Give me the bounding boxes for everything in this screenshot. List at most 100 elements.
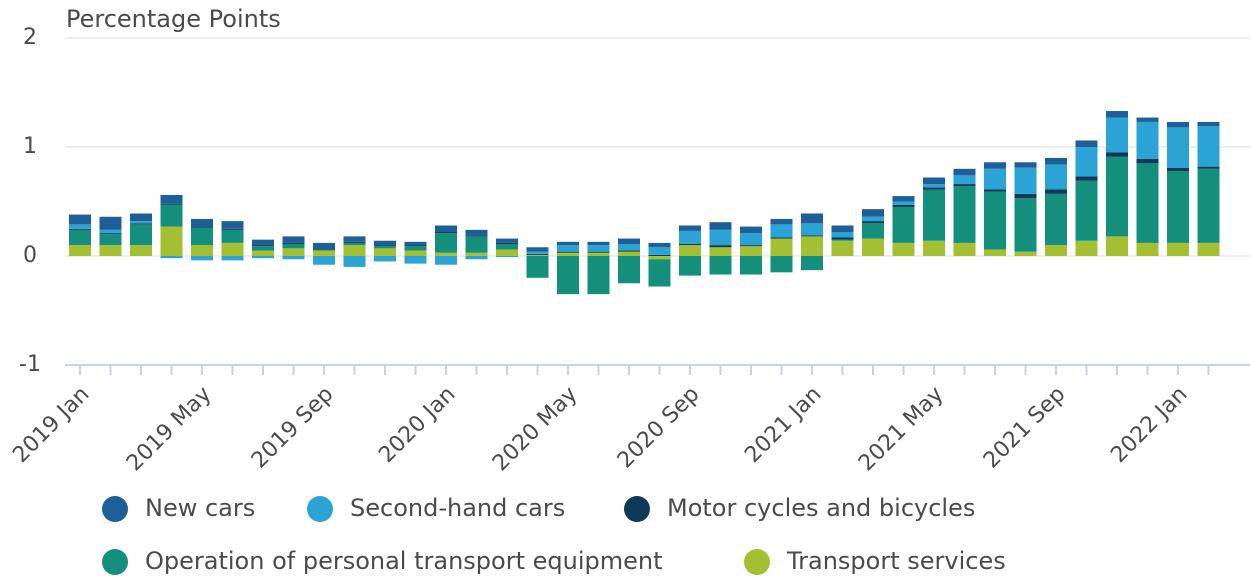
- bar-segment: [953, 184, 976, 187]
- bar-segment: [923, 177, 945, 185]
- bar-segment: [679, 256, 701, 276]
- bar-segment: [435, 256, 457, 265]
- bar-segment: [374, 256, 396, 262]
- bar-segment: [496, 242, 518, 245]
- bar-segment: [313, 249, 335, 251]
- x-tick-label: 2019 May: [122, 382, 216, 476]
- bar-segment: [130, 221, 152, 224]
- bar-segment: [343, 236, 366, 242]
- bar-segment: [831, 225, 854, 233]
- legend-label: Second-hand cars: [350, 494, 565, 522]
- legend-swatch: [744, 549, 770, 575]
- y-tick-label: 1: [23, 134, 37, 159]
- bar-segment: [1075, 180, 1098, 241]
- bar-segment: [801, 236, 823, 256]
- bar-segment: [557, 245, 579, 252]
- bar-segment: [526, 254, 549, 256]
- y-tick-label: -1: [19, 352, 41, 377]
- bar-segment: [557, 251, 579, 253]
- bar-segment: [435, 252, 457, 256]
- x-tick-label: 2019 Sep: [247, 382, 339, 474]
- bar-segment: [252, 245, 274, 247]
- bar-segment: [709, 256, 732, 275]
- bar-segment: [709, 247, 732, 256]
- bar-segment: [160, 256, 183, 259]
- bar-segment: [1106, 111, 1128, 118]
- bar-segment: [99, 233, 122, 235]
- bar-segment: [679, 245, 701, 256]
- bar-segment: [343, 241, 366, 243]
- bar-segment: [557, 252, 579, 256]
- bar-segment: [587, 256, 610, 295]
- bar-segment: [130, 245, 152, 256]
- bar-segment: [374, 245, 396, 247]
- bar-segment: [862, 221, 884, 224]
- bar-segment: [1106, 236, 1128, 256]
- bar-segment: [587, 252, 610, 256]
- bar-segment: [343, 242, 366, 246]
- bar-segment: [496, 244, 518, 250]
- bar-segment: [374, 246, 396, 249]
- bar-segment: [191, 218, 213, 227]
- bar-segment: [740, 233, 762, 246]
- bar-segment: [923, 184, 945, 188]
- bar-segment: [496, 256, 518, 258]
- bar-segment: [679, 230, 701, 245]
- bar-segment: [770, 256, 793, 273]
- bar-segment: [221, 229, 244, 243]
- bar-segment: [953, 175, 976, 185]
- bar-segment: [1167, 242, 1189, 256]
- bar-segment: [953, 168, 976, 176]
- bar-segment: [282, 248, 305, 256]
- bar-segment: [99, 245, 122, 256]
- legend-label: New cars: [145, 494, 255, 522]
- bar-segment: [160, 203, 183, 205]
- bar-segment: [648, 256, 671, 260]
- bar-segment: [465, 229, 488, 236]
- bar-segment: [1075, 176, 1098, 181]
- bar-segment: [770, 237, 793, 239]
- bar-segment: [130, 213, 152, 222]
- bar-segment: [1045, 245, 1067, 256]
- bar-segment: [892, 201, 915, 205]
- legend-swatch: [307, 496, 333, 522]
- bar-segment: [648, 242, 671, 248]
- bar-segment: [709, 229, 732, 246]
- bar-segment: [1045, 189, 1067, 194]
- bar-segment: [862, 209, 884, 217]
- bar-segment: [679, 225, 701, 231]
- bar-segment: [770, 224, 793, 238]
- bar-segment: [862, 216, 884, 222]
- bar-segment: [709, 245, 732, 248]
- bar-segment: [801, 235, 823, 237]
- bar-segment: [465, 235, 488, 237]
- bar-segment: [1197, 242, 1220, 256]
- bar-segment: [648, 247, 671, 255]
- bar-segment: [343, 256, 366, 267]
- bar-segment: [618, 244, 640, 251]
- bar-segment: [69, 228, 91, 230]
- x-tick-label: 2021 Jan: [740, 382, 826, 468]
- bar-segment: [831, 240, 854, 256]
- bar-segment: [526, 251, 549, 254]
- bar-segment: [1197, 166, 1220, 169]
- x-tick-label: 2021 Sep: [979, 382, 1071, 474]
- bar-segment: [313, 242, 335, 249]
- bar-segment: [221, 256, 244, 261]
- bar-segment: [282, 242, 305, 245]
- y-tick-label: 2: [23, 25, 37, 50]
- bar-segment: [740, 246, 762, 256]
- bar-segment: [831, 232, 854, 238]
- bar-segment: [801, 213, 823, 224]
- bar-segment: [99, 229, 122, 234]
- bar-segment: [252, 246, 274, 251]
- bar-segment: [69, 214, 91, 225]
- bar-segment: [191, 245, 213, 256]
- legend-label: Motor cycles and bicycles: [667, 494, 975, 522]
- bar-segment: [404, 250, 427, 256]
- bar-segment: [465, 236, 488, 253]
- bar-segment: [740, 226, 762, 234]
- bar-segment: [801, 223, 823, 236]
- bar-segment: [160, 204, 183, 227]
- bar-segment: [404, 246, 427, 251]
